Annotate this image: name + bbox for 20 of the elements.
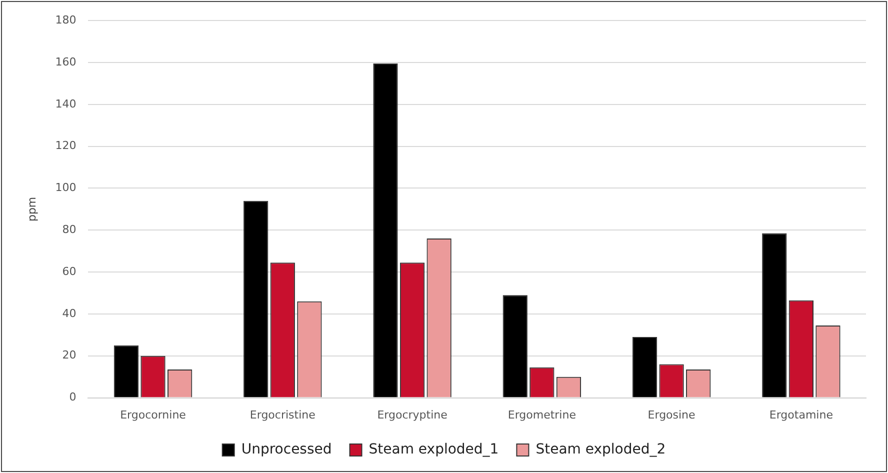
x-tick-label: Ergocornine <box>120 408 186 422</box>
y-tick-label: 100 <box>55 181 76 194</box>
y-axis-title: ppm <box>25 196 38 222</box>
legend-label: Steam exploded_2 <box>536 442 666 458</box>
y-tick-label: 0 <box>69 390 76 404</box>
y-tick-label: 40 <box>62 306 76 320</box>
y-tick-label: 20 <box>62 348 76 362</box>
y-tick-label: 160 <box>55 55 76 68</box>
x-tick-label: Ergotamine <box>769 408 834 422</box>
y-tick-label: 60 <box>62 264 76 278</box>
y-tick-label: 140 <box>55 97 76 110</box>
y-tick-label: 120 <box>55 139 76 152</box>
legend-label: Steam exploded_1 <box>368 442 499 458</box>
x-tick-label: Ergocryptine <box>377 408 448 422</box>
legend-label: Unprocessed <box>241 442 332 458</box>
x-tick-label: Ergocristine <box>250 408 316 422</box>
y-tick-label: 180 <box>55 13 76 26</box>
x-tick-label: Ergosine <box>648 408 696 422</box>
x-tick-label: Ergometrine <box>508 408 576 422</box>
y-tick-label: 80 <box>62 223 76 236</box>
